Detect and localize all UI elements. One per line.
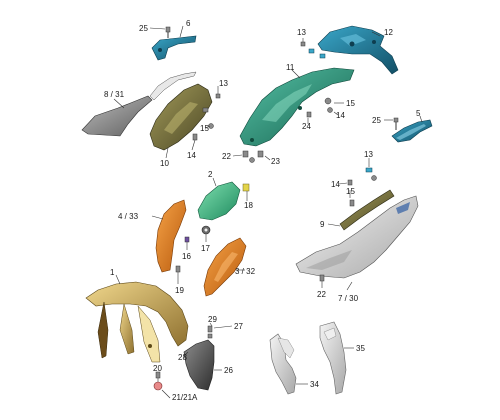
callout-14c: 14	[331, 180, 340, 189]
callout-11: 11	[286, 63, 295, 72]
part-27-29-screws	[207, 325, 213, 339]
callout-34: 34	[310, 380, 319, 389]
callout-12: 12	[384, 28, 393, 37]
part-9-trim-strip[interactable]	[339, 189, 395, 231]
callout-22b: 22	[317, 290, 326, 299]
callout-18: 18	[244, 201, 253, 210]
callout-16: 16	[182, 252, 191, 261]
callout-29: 29	[208, 315, 217, 324]
callout-17: 17	[201, 244, 210, 253]
callout-5: 5	[416, 109, 421, 118]
callout-13b: 13	[219, 79, 228, 88]
callout-10: 10	[160, 159, 169, 168]
callout-4-33: 4 / 33	[118, 212, 139, 221]
callout-24: 24	[302, 122, 311, 131]
part-19-screw	[175, 265, 181, 273]
part-18-clip	[242, 183, 250, 192]
part-12-bracket-assembly[interactable]	[317, 25, 399, 75]
part-22-screw-lower	[319, 274, 325, 282]
part-10-olive-panel[interactable]	[149, 83, 213, 151]
callout-15a: 15	[200, 124, 209, 133]
part-8-31-side-panel[interactable]	[81, 71, 197, 137]
callout-27: 27	[234, 322, 243, 331]
callout-2: 2	[208, 170, 213, 179]
bolt-25b	[393, 117, 399, 130]
part-26-mudguard[interactable]	[183, 339, 215, 391]
callout-6: 6	[186, 19, 191, 28]
callout-13a: 13	[297, 28, 306, 37]
part-1-front-fender[interactable]	[85, 281, 189, 363]
callout-7-30: 7 / 30	[338, 294, 359, 303]
callout-35: 35	[356, 344, 365, 353]
part-14-15-24-fasteners-center	[242, 97, 333, 163]
callout-22a: 22	[222, 152, 231, 161]
callout-8-31: 8 / 31	[104, 90, 125, 99]
callout-28: 28	[178, 353, 187, 362]
callout-23: 23	[271, 157, 280, 166]
part-21-reflector	[153, 381, 163, 391]
callout-3-32: 3 / 32	[235, 267, 256, 276]
callout-15b: 15	[346, 99, 355, 108]
callout-14a: 14	[187, 151, 196, 160]
part-6-bracket[interactable]	[151, 35, 197, 61]
part-11-center-fairing[interactable]	[239, 67, 355, 147]
callout-20: 20	[153, 364, 162, 373]
part-7-30-side-cover[interactable]	[295, 195, 419, 279]
part-3-32-orange-panel[interactable]	[203, 237, 247, 297]
part-5-small-cover[interactable]	[391, 119, 433, 143]
part-16-screw	[184, 236, 190, 243]
callout-1: 1	[110, 268, 115, 277]
part-34-bracket[interactable]	[269, 333, 297, 395]
callout-15c: 15	[346, 187, 355, 196]
part-13-15-14-fasteners-left	[192, 93, 221, 141]
callout-14b: 14	[336, 111, 345, 120]
part-17-grommet	[201, 225, 211, 235]
callout-25b: 25	[372, 116, 381, 125]
callout-26: 26	[224, 366, 233, 375]
callout-9: 9	[320, 220, 325, 229]
part-35-bracket[interactable]	[319, 321, 347, 395]
part-4-33-orange-panel[interactable]	[155, 199, 187, 273]
callout-19: 19	[175, 286, 184, 295]
bolt-25a	[165, 26, 171, 38]
callout-21: 21/21A	[172, 393, 198, 402]
callout-13c: 13	[364, 150, 373, 159]
part-13-14-15-fasteners-right	[347, 167, 377, 207]
part-2-windscreen[interactable]	[197, 181, 241, 221]
callout-25a: 25	[139, 24, 148, 33]
